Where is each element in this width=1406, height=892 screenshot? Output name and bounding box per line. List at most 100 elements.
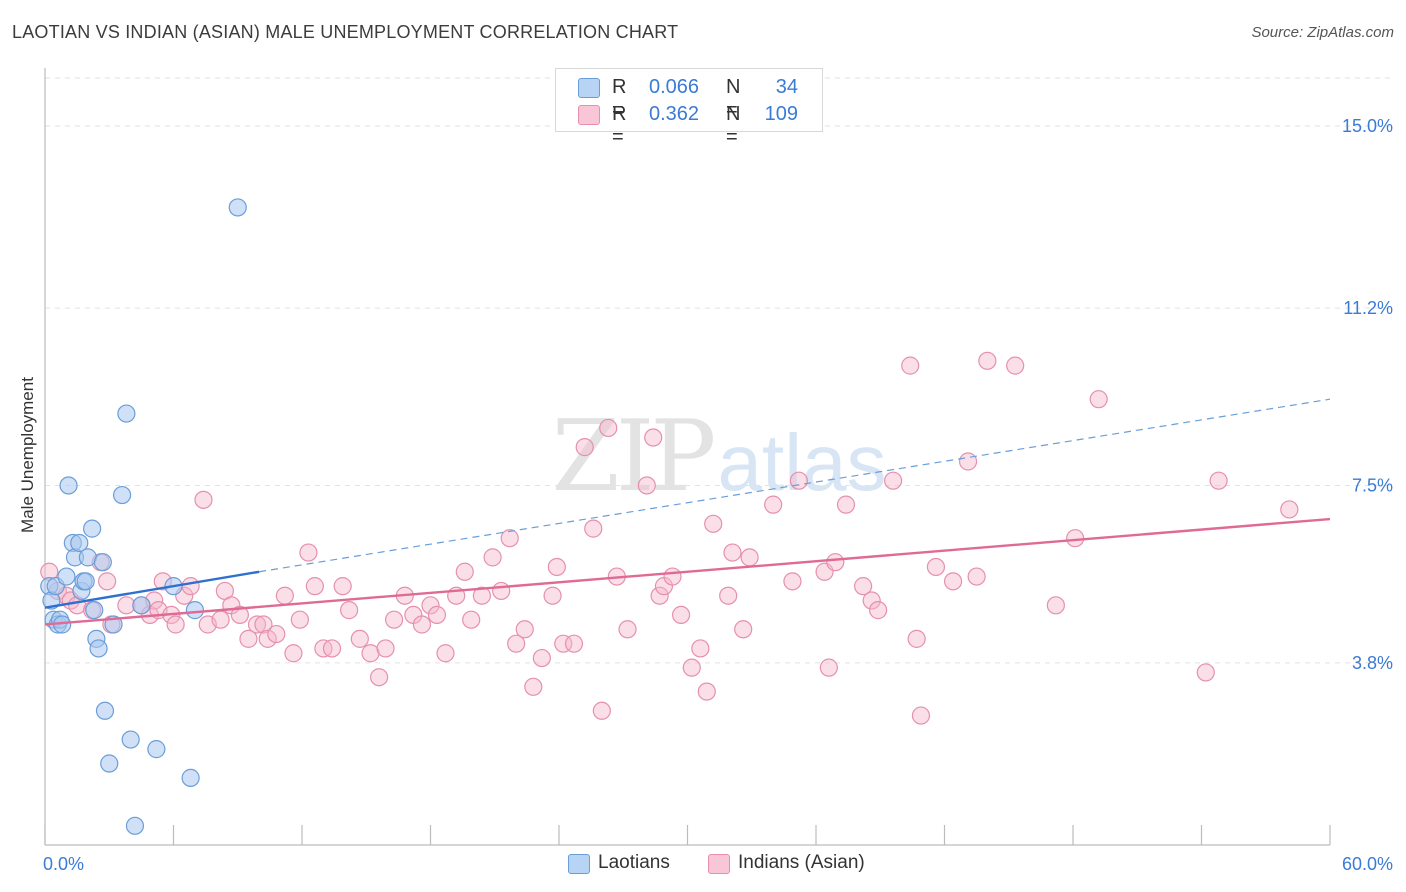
y-tick-label: 7.5%	[1352, 475, 1393, 495]
indians-asian-point	[230, 605, 249, 625]
laotians-point	[95, 701, 115, 720]
laotians-point	[228, 198, 247, 217]
indians-asian-point	[719, 586, 738, 605]
indians-asian-point	[239, 629, 258, 648]
indians-asian-point	[376, 639, 395, 658]
laotians-point	[132, 596, 151, 615]
indians-asian-point	[819, 658, 838, 677]
indians-asian-point	[682, 658, 701, 677]
laotians-point	[185, 601, 205, 620]
laotians-point	[76, 572, 95, 591]
indians-asian-point	[472, 586, 491, 605]
indians-asian-point	[901, 356, 920, 375]
indians-asian-point	[515, 620, 534, 639]
watermark-zip: ZIP	[552, 400, 714, 514]
laotians-point	[93, 553, 112, 572]
y-tick-label: 15.0%	[1342, 116, 1393, 136]
watermark-atlas: atlas	[718, 418, 887, 507]
indians-asian-point	[370, 668, 389, 687]
indians-asian-point	[322, 639, 342, 658]
indians-asian-swatch	[708, 854, 730, 874]
indians-asian-point	[650, 586, 669, 605]
indians-asian-point	[299, 543, 318, 562]
n-value: 109	[764, 103, 798, 125]
laotians-swatch	[568, 854, 590, 874]
indians-asian-point	[764, 495, 783, 514]
indians-asian-point	[836, 495, 856, 514]
x-tick-label: 0.0%	[43, 854, 84, 874]
trend-lines	[44, 398, 1331, 626]
indians-asian-point	[967, 567, 986, 586]
indians-asian-point	[704, 514, 723, 533]
indians-asian-point	[943, 572, 963, 591]
laotians-point	[89, 639, 108, 658]
indians-asian-point	[592, 701, 611, 720]
laotians-point	[147, 740, 166, 759]
indians-asian-point	[1066, 529, 1085, 548]
indians-asian-point	[1280, 500, 1299, 519]
indians-asian-point	[547, 557, 566, 577]
indians-asian-point	[284, 644, 303, 663]
indians-asian-point	[427, 605, 447, 625]
indians-asian-point	[599, 418, 618, 438]
indians-asian-point	[543, 586, 562, 605]
legend-label: Indians (Asian)	[738, 852, 865, 873]
indians-asian-point	[644, 428, 663, 447]
indians-asian-trend-line	[44, 517, 1331, 626]
indians-asian-point	[412, 615, 432, 634]
indians-asian-point	[740, 548, 759, 567]
indians-asian-point	[734, 620, 753, 639]
indians-asian-point	[483, 548, 502, 567]
indians-asian-point	[181, 577, 200, 596]
laotians-point	[181, 768, 200, 787]
laotians-trend-dashed	[259, 398, 1331, 573]
chart-title: LAOTIAN VS INDIAN (ASIAN) MALE UNEMPLOYM…	[12, 22, 679, 42]
grid-lines	[45, 77, 1395, 664]
laotians-point	[112, 485, 132, 505]
indians-asian-point	[1209, 471, 1228, 490]
x-tick-label: 60.0%	[1342, 854, 1393, 874]
indians-asian-point	[958, 452, 978, 471]
indians-asian-point	[618, 620, 637, 639]
indians-asian-point	[305, 577, 324, 596]
laotians-trend-line	[44, 570, 260, 609]
indians-asian-point	[267, 624, 286, 644]
indians-asian-point	[826, 553, 845, 572]
indians-asian-point	[663, 567, 682, 586]
indians-asian-point	[350, 629, 369, 648]
indians-asian-point	[554, 634, 573, 653]
source-label: Source: ZipAtlas.com	[1251, 24, 1394, 41]
axes	[44, 68, 1331, 846]
indians-asian-point	[211, 610, 230, 629]
indians-asian-point	[500, 529, 519, 548]
indians-asian-point	[507, 634, 526, 653]
indians-asian-point	[783, 572, 802, 591]
r-value: 0.362	[649, 103, 700, 125]
laotians-points	[40, 198, 247, 835]
indians-asian-point	[462, 610, 481, 629]
n-label: N =	[726, 103, 741, 148]
indians-asian-point	[671, 605, 691, 625]
indians-asian-point	[911, 706, 931, 725]
r-value: 0.066	[649, 76, 700, 98]
indians-asian-point	[384, 610, 404, 629]
correlation-legend: R = 0.066 N = 34 R = 0.362 N = 109	[555, 68, 823, 148]
indians-asian-point	[978, 351, 997, 370]
indians-asian-point	[455, 562, 474, 581]
laotians-point	[70, 533, 89, 553]
indians-asian-point	[1196, 663, 1215, 682]
watermark: ZIP atlas	[552, 400, 887, 514]
y-tick-label: 11.2%	[1343, 298, 1393, 318]
indians-asian-point	[532, 648, 551, 668]
indians-asian-point	[258, 629, 277, 648]
indians-asian-point	[862, 591, 881, 610]
indians-asian-point	[691, 639, 710, 658]
indians-asian-point	[98, 572, 117, 591]
laotians-point	[83, 519, 102, 538]
laotians-point	[100, 754, 119, 773]
r-label: R =	[612, 103, 627, 148]
indians-asian-point	[575, 438, 594, 457]
tick-labels: 3.8% 7.5% 11.2% 15.0% 0.0% 60.0%	[43, 116, 1393, 874]
indians-asian-point	[275, 586, 294, 605]
indians-asian-point	[637, 476, 656, 495]
